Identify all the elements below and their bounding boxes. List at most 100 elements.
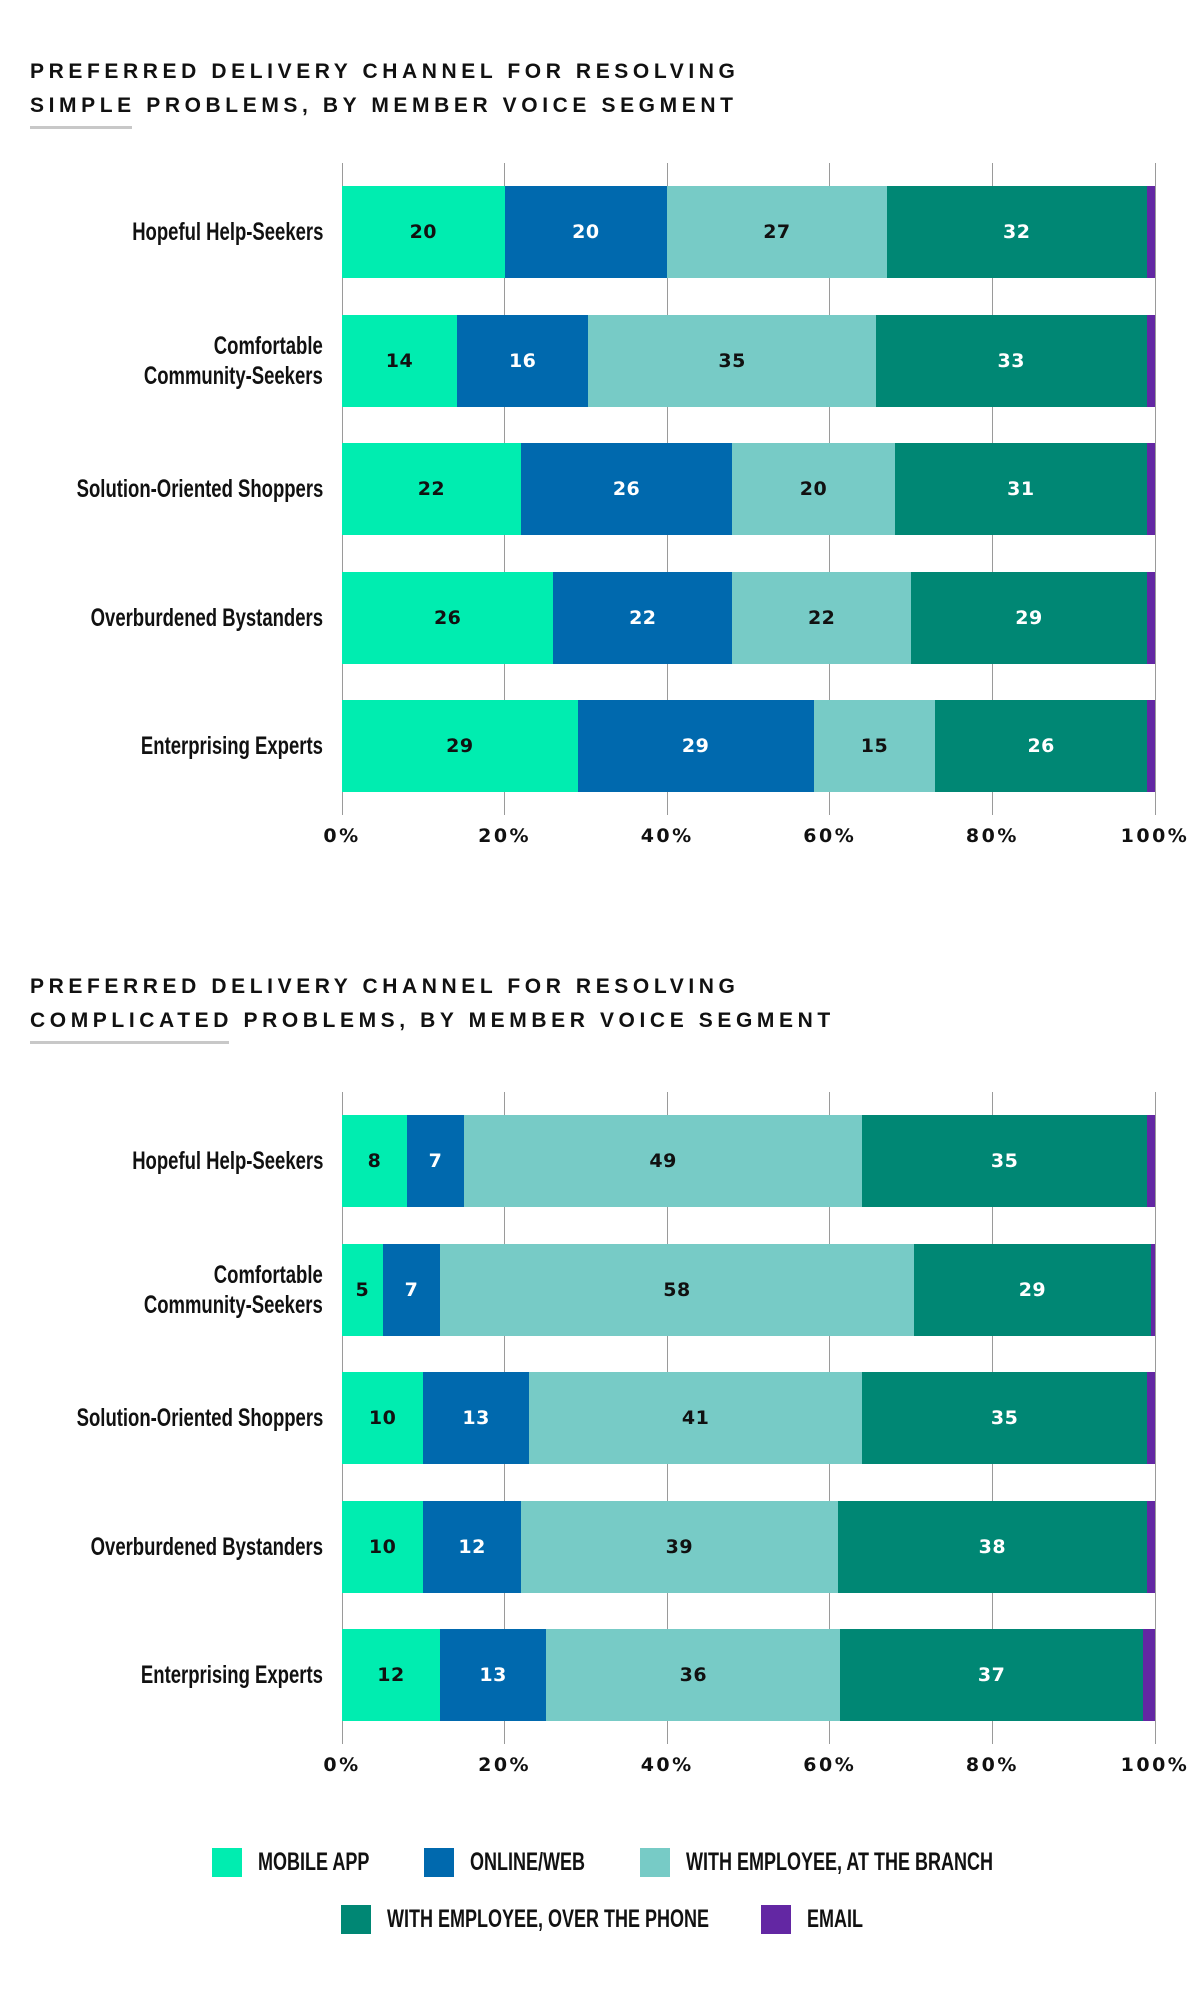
data-label: 15	[860, 735, 889, 757]
bar-segment-online-web: 20	[504, 186, 668, 278]
bar-segment-mobile-app: 12	[342, 1629, 441, 1721]
data-label: 13	[479, 1664, 507, 1686]
legend-label: EMAIL	[807, 1904, 864, 1933]
bar-segment-online-web: 29	[577, 700, 814, 792]
bar-segment-mobile-app: 20	[342, 186, 505, 278]
data-label: 22	[807, 606, 836, 629]
bar-segment-online-web: 12	[423, 1500, 521, 1593]
bar-segment-email	[1146, 186, 1155, 278]
bar-segment-email	[1146, 571, 1155, 664]
data-label: 10	[368, 1535, 397, 1558]
bar-segment-online-web: 7	[382, 1243, 441, 1336]
chart-title-emphasis: COMPLICATED	[30, 1004, 233, 1044]
data-label: 35	[718, 349, 746, 372]
category-label-line: Community-Seekers	[144, 361, 323, 390]
data-label: 12	[377, 1664, 405, 1686]
gridline	[1154, 163, 1156, 815]
legend-swatch	[424, 1847, 454, 1877]
data-label: 29	[681, 735, 710, 757]
legend-swatch	[341, 1904, 371, 1934]
bar-segment-branch: 35	[588, 314, 876, 407]
x-tick-label: 40%	[640, 825, 694, 847]
data-label: 29	[446, 735, 474, 757]
data-label: 38	[978, 1535, 1007, 1558]
bar-segment-mobile-app: 8	[342, 1115, 408, 1207]
bar-segment-online-web: 16	[456, 314, 589, 407]
category-label-line: Comfortable	[214, 331, 323, 360]
data-label: 12	[458, 1535, 486, 1558]
bar-segment-email	[1146, 314, 1155, 407]
legend-swatch	[761, 1904, 791, 1934]
bar-segment-phone: 37	[840, 1629, 1143, 1721]
data-label: 49	[649, 1150, 677, 1172]
data-label: 32	[1003, 221, 1031, 243]
bar-segment-branch: 39	[520, 1500, 838, 1593]
x-tick-label: 80%	[965, 1754, 1019, 1776]
bar-segment-mobile-app: 22	[342, 443, 521, 535]
plot-area: 0% 20% 40% 60% 80% 100% 20 20 27 32 Hopeful Help-S…	[0, 0, 1200, 900]
legend-label: ONLINE/WEB	[470, 1847, 585, 1876]
chart-title-emphasis: SIMPLE	[30, 89, 136, 129]
bar-segment-branch: 27	[667, 186, 887, 278]
bar-segment-online-web: 7	[407, 1115, 464, 1207]
bar-segment-email	[1146, 1115, 1155, 1207]
category-label-line: Overburdened Bystanders	[90, 603, 323, 632]
bar-segment-online-web: 26	[520, 443, 733, 535]
data-label: 7	[404, 1278, 419, 1301]
data-label: 26	[612, 478, 641, 500]
bar-segment-mobile-app: 26	[342, 571, 554, 664]
bar-segment-email	[1150, 1243, 1155, 1336]
data-label: 35	[990, 1407, 1019, 1429]
legend-swatch	[212, 1847, 242, 1877]
data-label: 8	[367, 1150, 382, 1172]
gridline	[1154, 1092, 1156, 1744]
category-label-line: Hopeful Help-Seekers	[131, 1147, 323, 1175]
data-label: 27	[763, 221, 791, 243]
legend-item-mobile-app: MOBILE APP	[212, 1847, 413, 1877]
data-label: 37	[977, 1664, 1006, 1686]
data-label: 20	[409, 221, 438, 243]
category-label: Hopeful Help-Seekers	[132, 1146, 323, 1176]
legend-item-online-web: ONLINE/WEB	[424, 1847, 630, 1877]
bar-segment-mobile-app: 10	[342, 1372, 424, 1464]
data-label: 26	[1027, 735, 1055, 757]
x-tick-label: 0%	[323, 1754, 361, 1776]
legend: MOBILE APP ONLINE/WEB WITH EMPLOYEE, AT …	[0, 1840, 1200, 1960]
bar-segment-mobile-app: 10	[342, 1500, 424, 1593]
category-label: Overburdened Bystanders	[91, 603, 323, 633]
bar-segment-online-web: 22	[553, 571, 733, 664]
data-label: 14	[385, 349, 414, 372]
bar-segment-email	[1146, 1372, 1155, 1464]
data-label: 41	[681, 1407, 710, 1429]
legend-item-branch: WITH EMPLOYEE, AT THE BRANCH	[640, 1847, 1112, 1877]
bar-segment-phone: 31	[894, 443, 1147, 535]
category-label-line: Solution-Oriented Shoppers	[76, 475, 323, 503]
category-label: Comfortable Community-Seekers	[144, 1260, 323, 1320]
chart-title: PREFERRED DELIVERY CHANNEL FOR RESOLVING…	[30, 55, 740, 129]
bar-segment-phone: 35	[862, 1372, 1147, 1464]
data-label: 13	[462, 1407, 490, 1429]
chart-title-line1: PREFERRED DELIVERY CHANNEL FOR RESOLVING	[30, 60, 740, 83]
category-label: Enterprising Experts	[141, 731, 323, 761]
bar-segment-branch: 49	[463, 1115, 863, 1207]
data-label: 29	[1018, 1278, 1047, 1301]
bar-segment-branch: 58	[440, 1243, 914, 1336]
legend-item-email: EMAIL	[761, 1904, 885, 1934]
category-label-line: Enterprising Experts	[141, 1661, 323, 1689]
bar-segment-branch: 22	[732, 571, 912, 664]
bar-segment-email	[1146, 443, 1155, 535]
x-tick-label: 20%	[478, 1754, 532, 1776]
bar-segment-email	[1146, 1500, 1155, 1593]
data-label: 22	[629, 606, 657, 629]
bar-segment-online-web: 13	[423, 1372, 529, 1464]
x-tick-label: 100%	[1120, 825, 1190, 847]
bar-segment-phone: 32	[886, 186, 1147, 278]
data-label: 16	[508, 349, 537, 372]
category-label: Comfortable Community-Seekers	[144, 331, 323, 391]
category-label-line: Solution-Oriented Shoppers	[76, 1404, 323, 1432]
data-label: 7	[428, 1150, 443, 1172]
data-label: 26	[433, 606, 462, 629]
data-label: 35	[990, 1150, 1019, 1172]
bar-segment-phone: 38	[837, 1500, 1147, 1593]
category-label-line: Hopeful Help-Seekers	[131, 218, 323, 246]
